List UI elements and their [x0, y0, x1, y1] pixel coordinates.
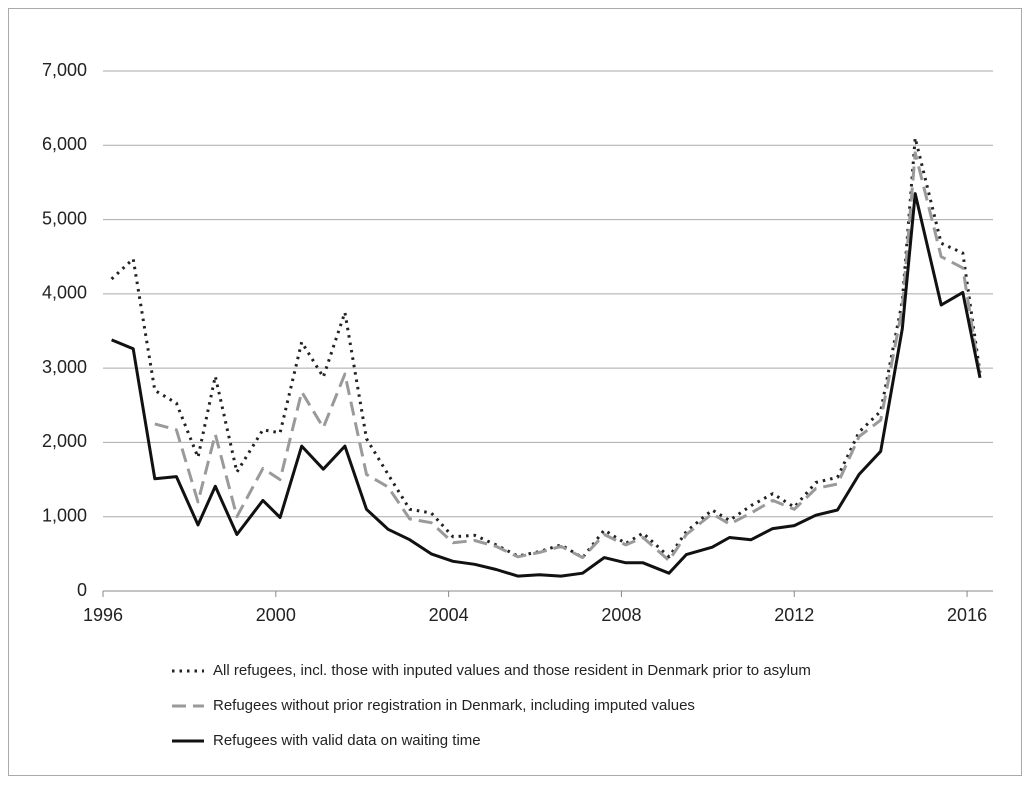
legend-label: Refugees without prior registration in D…: [213, 697, 695, 714]
y-tick-label: 5,000: [42, 208, 87, 228]
series-line: [111, 192, 982, 578]
series-line: [110, 136, 982, 560]
x-tick-label: 2004: [429, 605, 469, 625]
x-tick-label: 1996: [83, 605, 123, 625]
legend-label: All refugees, incl. those with inputed v…: [213, 662, 811, 679]
y-tick-label: 1,000: [42, 505, 87, 525]
y-tick-label: 3,000: [42, 357, 87, 377]
legend-label: Refugees with valid data on waiting time: [213, 732, 481, 749]
x-tick-label: 2000: [256, 605, 296, 625]
x-tick-label: 2012: [774, 605, 814, 625]
x-tick-label: 2008: [601, 605, 641, 625]
y-tick-label: 6,000: [42, 134, 87, 154]
y-tick-label: 7,000: [42, 60, 87, 80]
y-tick-label: 4,000: [42, 283, 87, 303]
frame: [8, 8, 1022, 776]
y-tick-label: 0: [77, 580, 87, 600]
series-line: [154, 151, 982, 562]
y-tick-label: 2,000: [42, 431, 87, 451]
x-tick-label: 2016: [947, 605, 987, 625]
